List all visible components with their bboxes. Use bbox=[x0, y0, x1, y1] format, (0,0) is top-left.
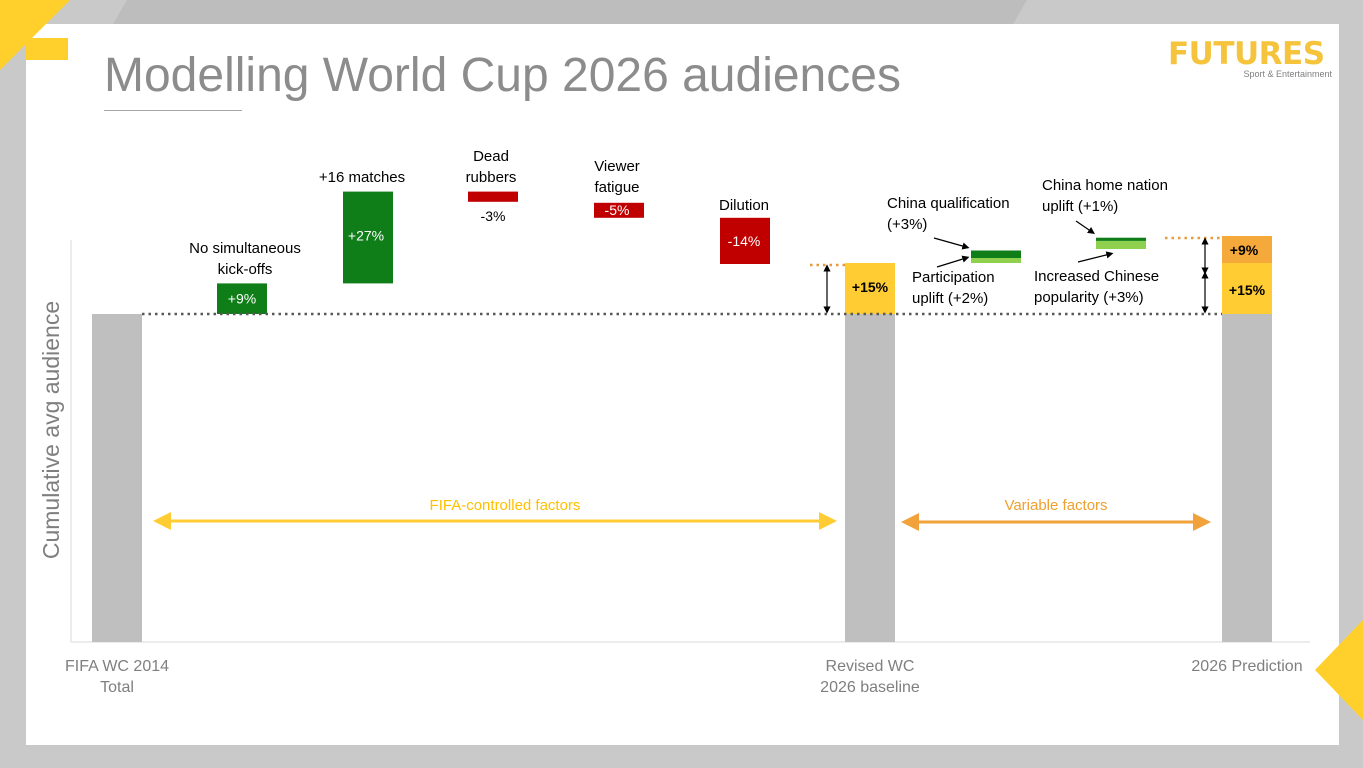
slide-panel bbox=[26, 24, 1339, 745]
page-title: Modelling World Cup 2026 audiences bbox=[104, 49, 901, 102]
label-matches: +27% bbox=[348, 228, 384, 244]
label-prediction-segment-2: +9% bbox=[1230, 242, 1259, 258]
label-simultaneous: +9% bbox=[228, 290, 256, 306]
bar-prediction bbox=[1222, 314, 1272, 642]
x-label-prediction-line-1: 2026 Prediction bbox=[1191, 658, 1302, 675]
x-label-wc2014-line-1: FIFA WC 2014 bbox=[65, 658, 169, 675]
corner-accent-bottom-right bbox=[1315, 620, 1363, 720]
bar-prediction-segment-2 bbox=[1222, 236, 1272, 263]
category-fatigue-line-2: fatigue bbox=[594, 179, 639, 196]
annotations-layer: +15% +15% +9% +9% No simultaneous kick-offs +2… bbox=[65, 148, 1303, 696]
bars-layer bbox=[92, 191, 1272, 642]
logo-wordmark: FUTURES bbox=[1168, 36, 1325, 72]
bar-dead bbox=[468, 191, 518, 202]
logo-tagline: Sport & Entertainment bbox=[1243, 69, 1332, 79]
category-participation-line-1: Participation bbox=[912, 269, 995, 286]
bar-fatigue bbox=[594, 202, 644, 218]
label-dilution: -14% bbox=[728, 233, 761, 249]
range-label-fifa: FIFA-controlled factors bbox=[430, 497, 581, 514]
pointer-china-home bbox=[1075, 220, 1095, 235]
bar-prediction-segment-1 bbox=[1222, 263, 1272, 314]
pointer-china-qual bbox=[933, 237, 970, 250]
label-baseline-uplift: +15% bbox=[852, 279, 889, 295]
pointer-popularity bbox=[1077, 251, 1114, 263]
category-fatigue-line-1: Viewer bbox=[594, 158, 640, 175]
label-prediction-segment-1: +15% bbox=[1229, 282, 1266, 298]
x-label-baseline-line-1: Revised WC bbox=[826, 658, 915, 675]
bar-participation bbox=[971, 258, 1021, 263]
category-china-qual-line-2: (+3%) bbox=[887, 216, 927, 233]
range-label-variable: Variable factors bbox=[1004, 497, 1107, 514]
y-axis-label: Cumulative avg audience bbox=[38, 301, 64, 559]
bar-china-home bbox=[1096, 237, 1146, 241]
category-simultaneous-line-2: kick-offs bbox=[218, 261, 273, 278]
accent-bar bbox=[26, 38, 68, 60]
bar-matches bbox=[343, 191, 393, 284]
category-china-home-line-1: China home nation bbox=[1042, 177, 1168, 194]
category-dead-line-1: Dead bbox=[473, 148, 509, 165]
bar-simultaneous bbox=[217, 283, 267, 314]
label-fatigue: -5% bbox=[605, 202, 630, 218]
bar-china-qual bbox=[971, 250, 1021, 258]
category-china-home-line-2: uplift (+1%) bbox=[1042, 198, 1118, 215]
category-participation-line-2: uplift (+2%) bbox=[912, 290, 988, 307]
bar-dilution bbox=[720, 217, 770, 264]
x-label-wc2014-line-2: Total bbox=[100, 679, 134, 696]
title-underline bbox=[104, 110, 242, 111]
category-dead-line-2: rubbers bbox=[466, 169, 517, 186]
category-popularity-line-1: Increased Chinese bbox=[1034, 268, 1159, 285]
bar-wc2014 bbox=[92, 314, 142, 642]
bar-popularity bbox=[1096, 240, 1146, 249]
x-label-baseline-line-2: 2026 baseline bbox=[820, 679, 920, 696]
axes bbox=[70, 240, 1310, 643]
category-matches-line-1: +16 matches bbox=[319, 169, 405, 186]
label-dead: -3% bbox=[481, 208, 506, 224]
bar-baseline-uplift bbox=[845, 263, 895, 314]
pointer-participation bbox=[936, 255, 970, 268]
category-dilution-line-1: Dilution bbox=[719, 197, 769, 214]
category-china-qual-line-1: China qualification bbox=[887, 195, 1010, 212]
category-simultaneous-line-1: No simultaneous bbox=[189, 240, 301, 257]
category-popularity-line-2: popularity (+3%) bbox=[1034, 289, 1144, 306]
bar-baseline bbox=[845, 314, 895, 642]
